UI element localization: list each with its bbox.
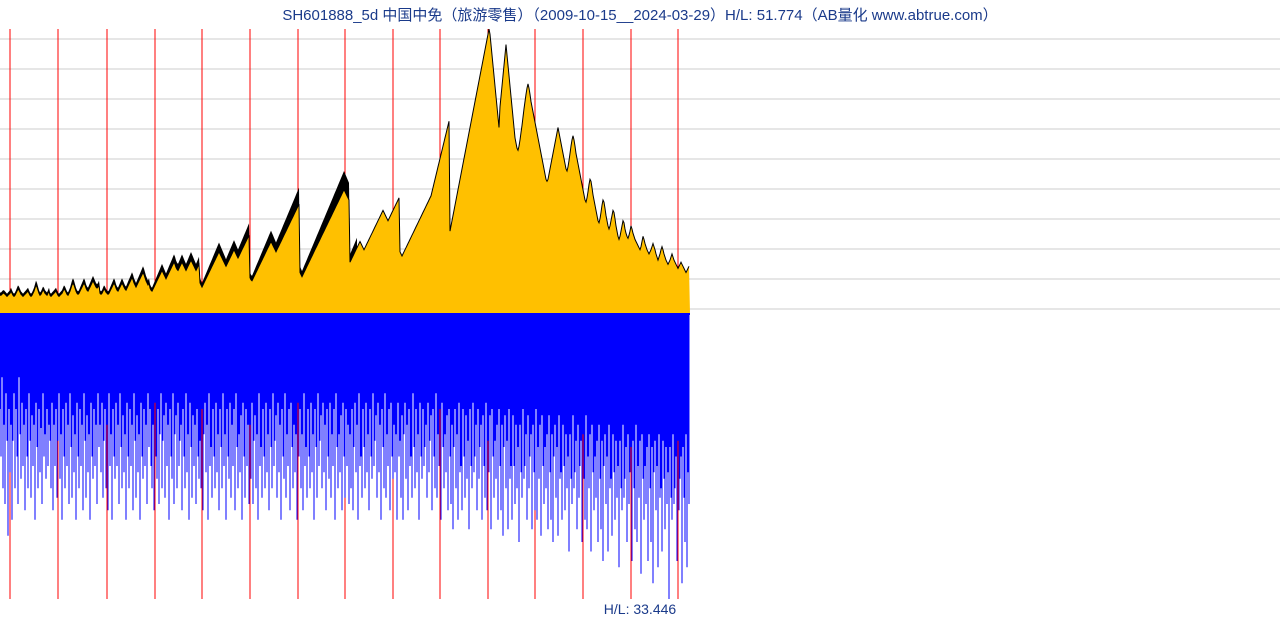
chart-title: SH601888_5d 中国中免（旅游零售）（2009-10-15__2024-… <box>0 0 1280 29</box>
bottom-label: H/L: 33.446 <box>0 599 1280 619</box>
financial-chart <box>0 29 1280 599</box>
chart-container <box>0 29 1280 599</box>
